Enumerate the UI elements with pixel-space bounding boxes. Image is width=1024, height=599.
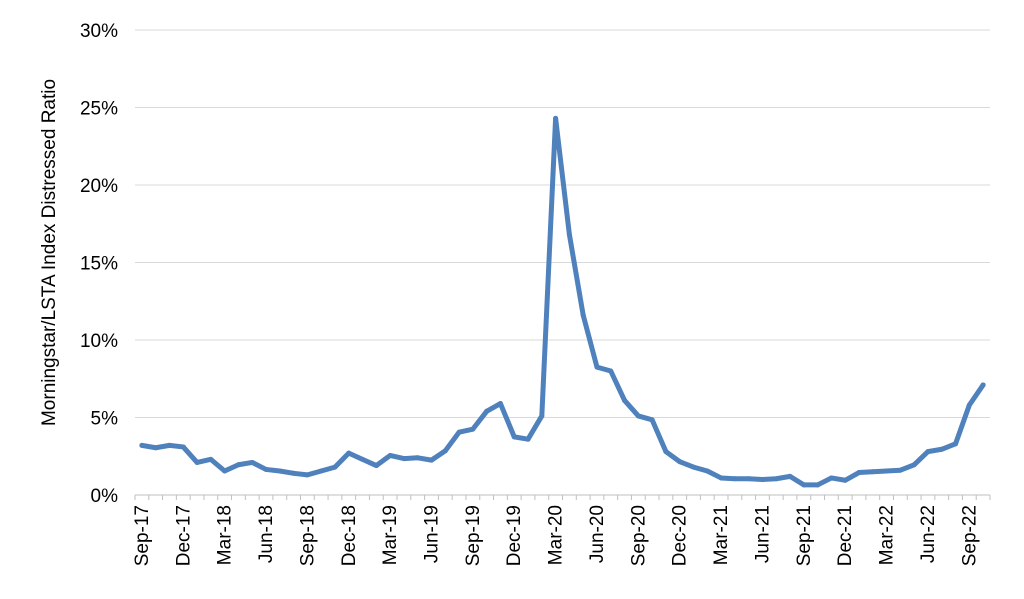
data-point: [539, 413, 545, 419]
x-axis-tick-marks: [134, 495, 991, 500]
data-point: [249, 459, 255, 465]
x-tick-label: Sep-22: [959, 505, 980, 566]
y-tick-label: 10%: [80, 331, 118, 352]
data-point: [387, 452, 393, 458]
data-point: [828, 475, 834, 481]
data-point: [166, 442, 172, 448]
x-tick-label: Mar-22: [877, 505, 898, 565]
data-point: [773, 476, 779, 482]
x-axis-tick-labels: Sep-17 Dec-17 Mar-18 Jun-18 Sep-18 Dec-18 Mar-…: [132, 505, 980, 566]
data-point: [787, 473, 793, 479]
y-tick-label: 5%: [91, 409, 119, 430]
data-point: [208, 456, 214, 462]
data-point: [139, 442, 145, 448]
data-point: [635, 413, 641, 419]
data-point: [897, 467, 903, 473]
x-tick-label: Jun-19: [421, 505, 442, 563]
data-point: [194, 459, 200, 465]
data-point: [746, 476, 752, 482]
data-point: [939, 446, 945, 452]
y-tick-label: 25%: [80, 99, 118, 120]
data-point: [691, 464, 697, 470]
data-point: [553, 115, 559, 121]
data-point: [360, 456, 366, 462]
data-point: [608, 368, 614, 374]
data-point: [856, 470, 862, 476]
data-point: [401, 456, 407, 462]
x-tick-label: Mar-21: [711, 505, 732, 565]
x-tick-label: Jun-20: [587, 505, 608, 563]
data-point: [263, 466, 269, 472]
data-point: [318, 468, 324, 474]
data-point: [953, 441, 959, 447]
data-point: [346, 450, 352, 456]
data-point: [332, 464, 338, 470]
x-tick-label: Jun-21: [752, 505, 773, 563]
data-point: [966, 402, 972, 408]
data-point: [442, 448, 448, 454]
data-point: [842, 477, 848, 483]
data-point: [732, 476, 738, 482]
data-point: [511, 434, 517, 440]
data-point: [649, 417, 655, 423]
y-tick-label: 15%: [80, 254, 118, 275]
x-tick-label: Sep-17: [132, 505, 153, 566]
data-point: [304, 472, 310, 478]
y-tick-label: 20%: [80, 176, 118, 197]
data-point: [884, 468, 890, 474]
x-tick-label: Dec-20: [670, 505, 691, 566]
data-point: [415, 455, 421, 461]
x-tick-label: Mar-20: [546, 505, 567, 565]
data-point: [815, 482, 821, 488]
x-tick-label: Mar-19: [380, 505, 401, 565]
data-point: [291, 470, 297, 476]
x-tick-label: Sep-20: [628, 505, 649, 566]
x-tick-label: Sep-19: [463, 505, 484, 566]
y-tick-label: 0%: [91, 486, 119, 507]
x-tick-label: Dec-18: [339, 505, 360, 566]
data-point: [497, 401, 503, 407]
data-point: [801, 482, 807, 488]
data-point: [580, 312, 586, 318]
data-point: [704, 468, 710, 474]
x-tick-label: Dec-17: [173, 505, 194, 566]
y-axis-title: Morningstar/LSTA Index Distressed Ratio: [39, 79, 60, 426]
data-point: [235, 462, 241, 468]
data-point: [525, 436, 531, 442]
series-line: [139, 115, 986, 488]
data-point: [153, 445, 159, 451]
x-tick-label: Mar-18: [215, 505, 236, 565]
data-point: [594, 364, 600, 370]
data-point: [980, 382, 986, 388]
data-point: [222, 468, 228, 474]
x-tick-label: Dec-21: [835, 505, 856, 566]
data-point: [759, 477, 765, 482]
data-point: [277, 468, 283, 474]
data-point: [718, 475, 724, 481]
data-point: [470, 426, 476, 432]
data-point: [456, 429, 462, 435]
data-point: [622, 397, 628, 403]
data-point: [180, 444, 186, 450]
y-tick-label: 30%: [80, 21, 118, 42]
x-tick-label: Jun-22: [918, 505, 939, 563]
data-point: [663, 449, 669, 455]
x-tick-label: Sep-21: [794, 505, 815, 566]
data-point: [373, 463, 379, 469]
data-point: [925, 449, 931, 455]
series-points: [139, 115, 986, 488]
gridlines: [135, 29, 990, 418]
x-tick-label: Dec-19: [504, 505, 525, 566]
x-tick-label: Jun-18: [256, 505, 277, 563]
data-point: [566, 232, 572, 238]
data-point: [911, 462, 917, 468]
data-point: [428, 457, 434, 463]
data-point: [484, 408, 490, 414]
data-point: [677, 459, 683, 465]
data-point: [870, 469, 876, 475]
x-tick-label: Sep-18: [297, 505, 318, 566]
y-axis-tick-labels: 0% 5% 10% 15% 20% 25% 30%: [80, 21, 118, 507]
